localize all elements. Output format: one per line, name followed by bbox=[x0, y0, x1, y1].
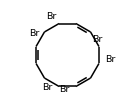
Text: Br: Br bbox=[46, 12, 57, 21]
Text: Br: Br bbox=[93, 35, 103, 44]
Text: Br: Br bbox=[29, 29, 40, 38]
Text: Br: Br bbox=[105, 55, 115, 64]
Text: Br: Br bbox=[42, 83, 52, 92]
Text: Br: Br bbox=[59, 85, 69, 94]
